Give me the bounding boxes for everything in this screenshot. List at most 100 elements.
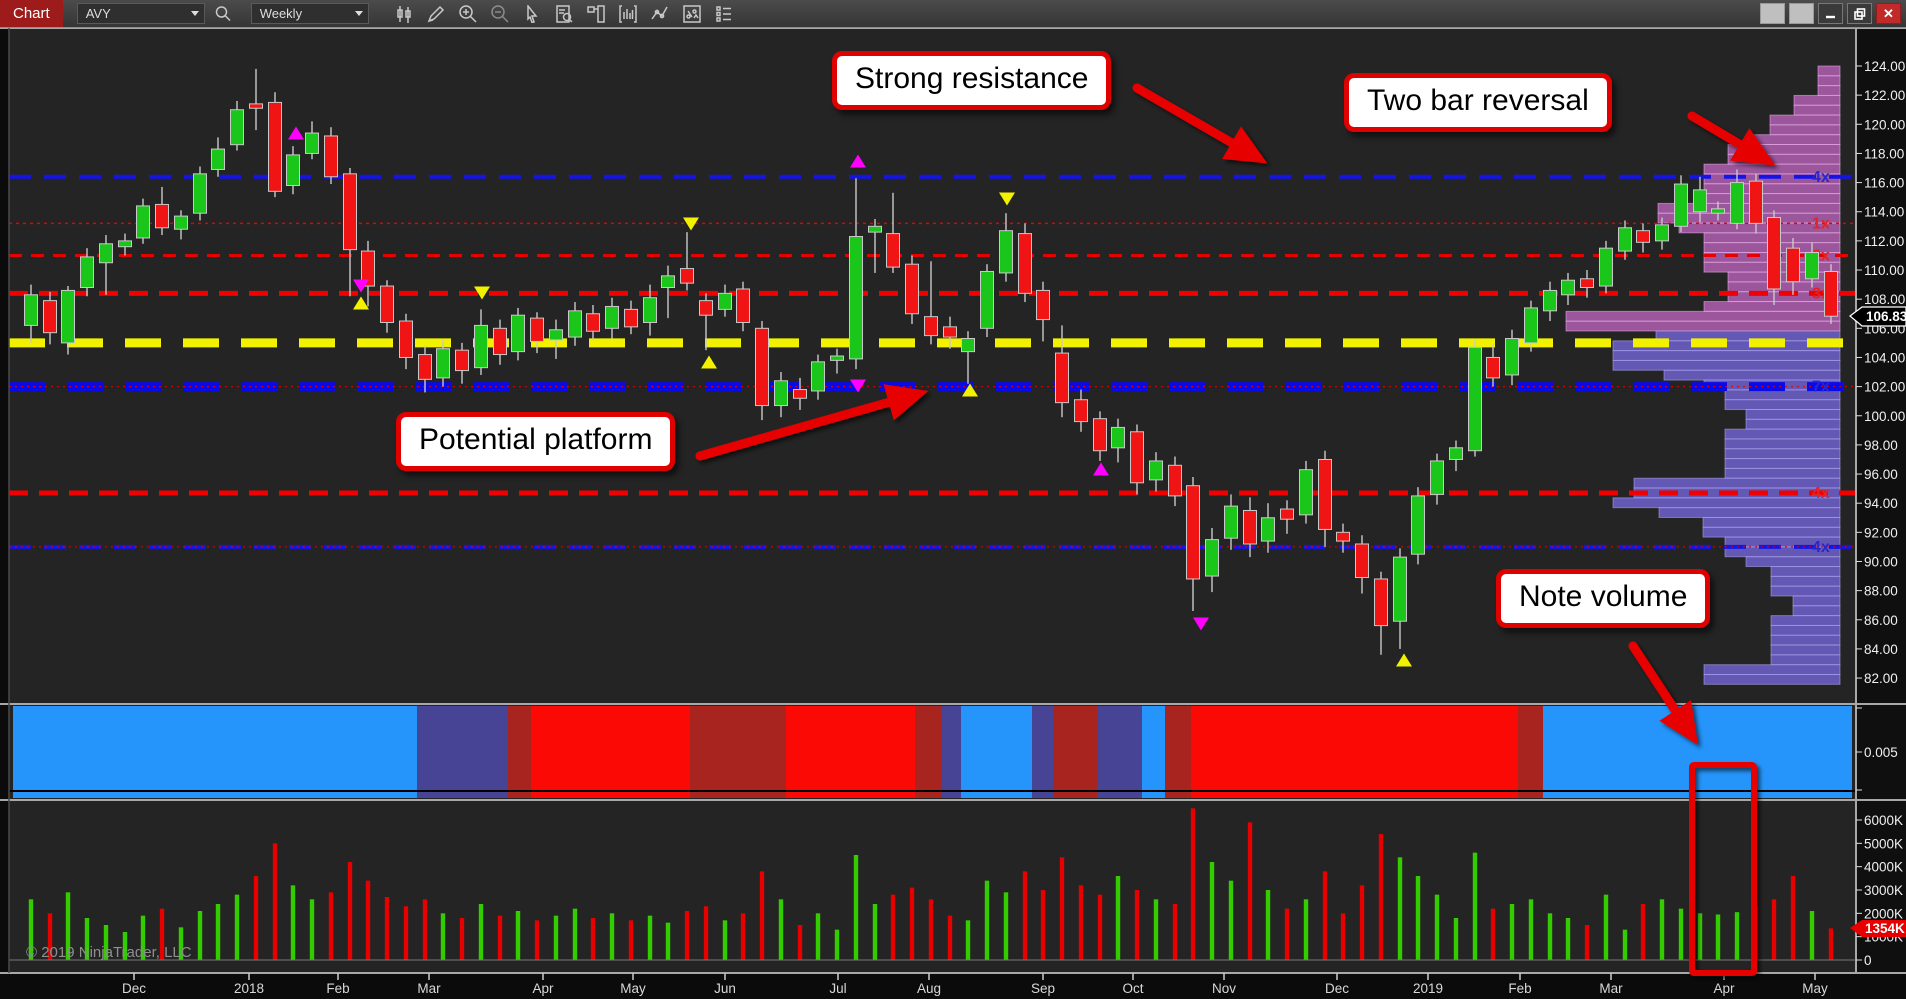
volume-bar (778, 899, 784, 960)
volume-bar (365, 880, 371, 960)
volume-bar (1584, 925, 1590, 960)
price-tick-label: 84.00 (1864, 642, 1898, 657)
annotation-arrow (1687, 111, 1776, 166)
indicator-axis[interactable]: 0.005 (1856, 707, 1898, 791)
indicator-panel-icon[interactable] (679, 2, 706, 25)
volume-bar (497, 915, 503, 960)
callout-note-volume[interactable]: Note volume (1496, 569, 1711, 628)
line-tool-icon[interactable] (647, 2, 674, 25)
candle-body (1318, 458, 1332, 530)
properties-list-icon[interactable] (711, 2, 738, 25)
time-tick-label: Feb (326, 981, 349, 996)
price-tick-label: 122.00 (1864, 88, 1905, 103)
regime-segment (13, 706, 417, 798)
volume-bar (1415, 876, 1421, 960)
candle-body (1693, 189, 1707, 213)
candle-body (1374, 578, 1388, 627)
candle-body (1711, 208, 1725, 214)
price-tick-label: 88.00 (1864, 584, 1898, 599)
candle-body (1299, 469, 1313, 516)
candle-body (793, 389, 807, 399)
chevron-down-icon (350, 11, 368, 16)
volume-bar (1622, 929, 1628, 960)
volume-bar (834, 929, 840, 960)
callout-potential-platform[interactable]: Potential platform (396, 412, 676, 471)
volume-profile-row (1658, 507, 1841, 518)
callout-text: Strong resistance (855, 62, 1089, 95)
candle-body (193, 173, 207, 214)
price-tick-label: 94.00 (1864, 496, 1898, 511)
price-axis[interactable]: 82.00 84.00 86.00 88.00 90.00 92.00 94.00 96.00… (1856, 59, 1905, 686)
volume-profile-row (1770, 575, 1841, 587)
volume-profile-row (1745, 409, 1841, 420)
zoom-in-icon[interactable] (455, 2, 482, 25)
data-box-icon[interactable] (551, 2, 578, 25)
candle-body (474, 324, 488, 369)
volume-profile-row (1770, 644, 1841, 656)
candle-body (718, 292, 732, 310)
candle-body (1655, 224, 1669, 242)
annotation-arrows (695, 83, 1776, 746)
candlestick-style-icon[interactable] (391, 2, 418, 25)
volume-profile-row (1793, 104, 1841, 116)
volume-bar (1490, 908, 1496, 960)
time-axis[interactable]: Dec 2018 Feb Mar Apr May Jun Jul Aug Sep Oct Nov Dec… (122, 973, 1828, 996)
triangle-up-marker (1396, 653, 1412, 667)
interval-combo[interactable]: Weekly (250, 3, 369, 24)
restore-button[interactable] (1847, 3, 1872, 24)
candle-body (605, 305, 619, 329)
candle-body (1093, 418, 1107, 452)
volume-highlight-box[interactable] (1689, 762, 1757, 976)
callout-two-bar-reversal[interactable]: Two bar reversal (1344, 73, 1612, 132)
zoom-out-icon[interactable] (487, 2, 514, 25)
volume-bar (459, 918, 465, 960)
volume-profile-row (1703, 664, 1841, 676)
volume-bar (1172, 904, 1178, 960)
callout-strong-resistance[interactable]: Strong resistance (832, 51, 1112, 110)
candle-body (1111, 426, 1125, 449)
candle-body (1243, 509, 1257, 545)
time-tick-label: Sep (1031, 981, 1055, 996)
volume-bar (984, 880, 990, 960)
volume-bars (9, 808, 1856, 961)
volume-bar (159, 908, 165, 960)
volume-bar (403, 906, 409, 960)
regime-segment (1518, 706, 1543, 798)
volume-bar (1153, 899, 1159, 960)
draw-pencil-icon[interactable] (423, 2, 450, 25)
toolbar-blank-button[interactable] (1760, 3, 1785, 24)
volume-profile-row (1770, 624, 1841, 636)
cursor-icon[interactable] (519, 2, 546, 25)
volume-bar (1134, 890, 1140, 960)
watermark: © 2019 NinjaTrader, LLC (26, 944, 192, 961)
toolbar-blank-button[interactable] (1789, 3, 1814, 24)
price-tick-label: 100.00 (1864, 409, 1905, 424)
minimize-button[interactable] (1818, 3, 1843, 24)
regime-segment (961, 706, 1032, 798)
candle-body (380, 285, 394, 323)
volume-profile-row (1612, 497, 1841, 509)
volume-profile-row (1792, 595, 1841, 607)
candle-body (118, 240, 132, 248)
candle-body (1749, 180, 1763, 224)
volume-bar (1528, 899, 1534, 960)
search-icon[interactable] (210, 2, 237, 25)
symbol-combo[interactable]: AVY (76, 3, 205, 24)
volume-bar (759, 871, 765, 960)
volume-bar (534, 920, 540, 960)
candle-body (811, 361, 825, 392)
volume-bar (1547, 913, 1553, 960)
volume-bar (1809, 911, 1815, 960)
volume-bar (590, 918, 596, 960)
bar-type-icon[interactable] (615, 2, 642, 25)
close-button[interactable]: ✕ (1876, 3, 1901, 24)
candle-body (943, 326, 957, 338)
candle-body (455, 349, 469, 372)
volume-profile-row (1565, 310, 1841, 322)
candle-body (1055, 352, 1069, 404)
window-link-icon[interactable] (583, 2, 610, 25)
candle-body (1149, 460, 1163, 481)
